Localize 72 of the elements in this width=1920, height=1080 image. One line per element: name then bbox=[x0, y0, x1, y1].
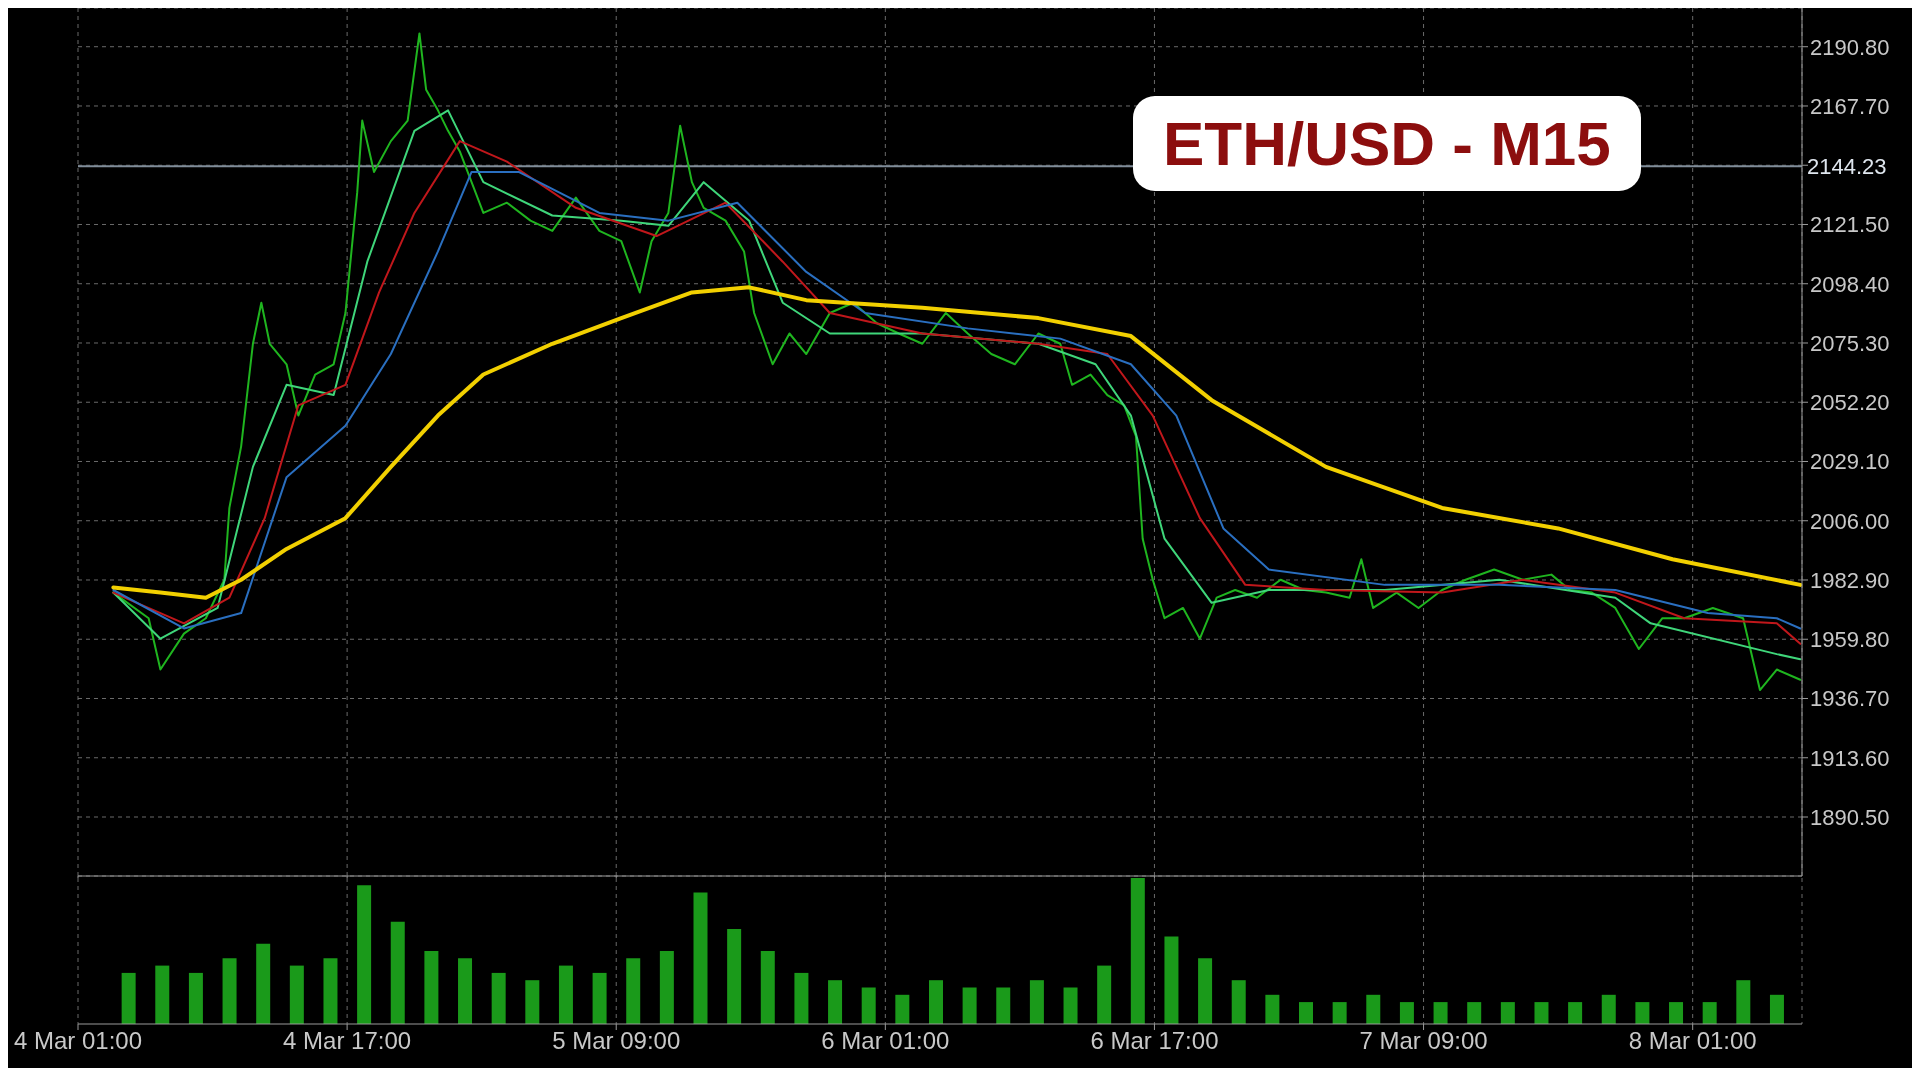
bar bbox=[794, 972, 809, 1024]
bar bbox=[626, 958, 641, 1024]
bar bbox=[357, 885, 372, 1024]
bar bbox=[155, 965, 170, 1024]
x-tick-label: 4 Mar 17:00 bbox=[283, 1027, 412, 1055]
bar bbox=[1669, 1002, 1684, 1024]
bar bbox=[1299, 1002, 1313, 1024]
y-tick-label: 1890.50 bbox=[1810, 804, 1890, 830]
bar bbox=[256, 943, 271, 1024]
y-tick-label: 1982.90 bbox=[1810, 567, 1890, 593]
bar bbox=[558, 965, 573, 1024]
bar bbox=[1635, 1002, 1650, 1024]
bar bbox=[1467, 1002, 1482, 1024]
bar bbox=[491, 972, 506, 1024]
bar bbox=[1164, 936, 1179, 1024]
bar bbox=[323, 958, 338, 1024]
bar bbox=[525, 980, 540, 1024]
bar bbox=[659, 951, 674, 1024]
bar bbox=[1265, 994, 1280, 1024]
bar bbox=[1063, 987, 1078, 1024]
bar bbox=[727, 929, 742, 1024]
y-tick-label: 1913.60 bbox=[1810, 745, 1890, 771]
bar bbox=[458, 958, 473, 1024]
bar bbox=[861, 987, 876, 1024]
y-tick-label: 2029.10 bbox=[1810, 449, 1890, 475]
x-tick-label: 6 Mar 17:00 bbox=[1090, 1027, 1219, 1055]
bar bbox=[222, 958, 237, 1024]
bar bbox=[592, 972, 607, 1024]
x-tick-label: 5 Mar 09:00 bbox=[552, 1027, 681, 1055]
bar bbox=[1601, 994, 1616, 1024]
bar bbox=[760, 951, 775, 1024]
text: ETH/USD - M15 bbox=[1133, 96, 1641, 191]
bar bbox=[828, 980, 843, 1024]
bar bbox=[1332, 1002, 1347, 1024]
bar bbox=[121, 972, 136, 1024]
y-tick-label: 2167.70 bbox=[1810, 93, 1890, 119]
bar bbox=[693, 892, 708, 1024]
bar bbox=[1130, 878, 1145, 1024]
x-tick-label: 6 Mar 01:00 bbox=[821, 1027, 950, 1055]
bar bbox=[1366, 994, 1381, 1024]
y-tick-label: 2006.00 bbox=[1810, 508, 1890, 534]
bar bbox=[390, 921, 405, 1024]
bar bbox=[1702, 1002, 1717, 1024]
bar bbox=[1534, 1002, 1549, 1024]
bar bbox=[1029, 980, 1044, 1024]
bar bbox=[895, 994, 910, 1024]
bar bbox=[962, 987, 977, 1024]
y-tick-label: 2098.40 bbox=[1810, 271, 1890, 297]
x-tick-label: 8 Mar 01:00 bbox=[1628, 1027, 1757, 1055]
bar bbox=[1736, 980, 1751, 1024]
y-tick-label: 2052.20 bbox=[1810, 390, 1890, 416]
bar bbox=[1198, 958, 1213, 1024]
bar bbox=[1097, 965, 1112, 1024]
bar bbox=[996, 987, 1011, 1024]
bar bbox=[1399, 1002, 1414, 1024]
bar bbox=[424, 951, 439, 1024]
bar bbox=[188, 972, 203, 1024]
bar bbox=[1568, 1002, 1583, 1024]
ref-line-label: 2144.23 bbox=[1807, 153, 1887, 179]
x-tick-label: 4 Mar 01:00 bbox=[13, 1027, 143, 1055]
bar bbox=[928, 980, 943, 1024]
y-tick-label: 2075.30 bbox=[1810, 330, 1890, 356]
bar bbox=[1500, 1002, 1515, 1024]
y-tick-label: 2190.80 bbox=[1810, 34, 1890, 60]
bar bbox=[1769, 994, 1784, 1024]
y-tick-label: 2121.50 bbox=[1810, 212, 1890, 238]
x-tick-label: 7 Mar 09:00 bbox=[1359, 1027, 1488, 1055]
bar bbox=[1433, 1002, 1448, 1024]
bar bbox=[1231, 980, 1246, 1024]
bar bbox=[289, 965, 304, 1024]
y-tick-label: 1936.70 bbox=[1810, 686, 1890, 712]
y-tick-label: 1959.80 bbox=[1810, 627, 1890, 653]
